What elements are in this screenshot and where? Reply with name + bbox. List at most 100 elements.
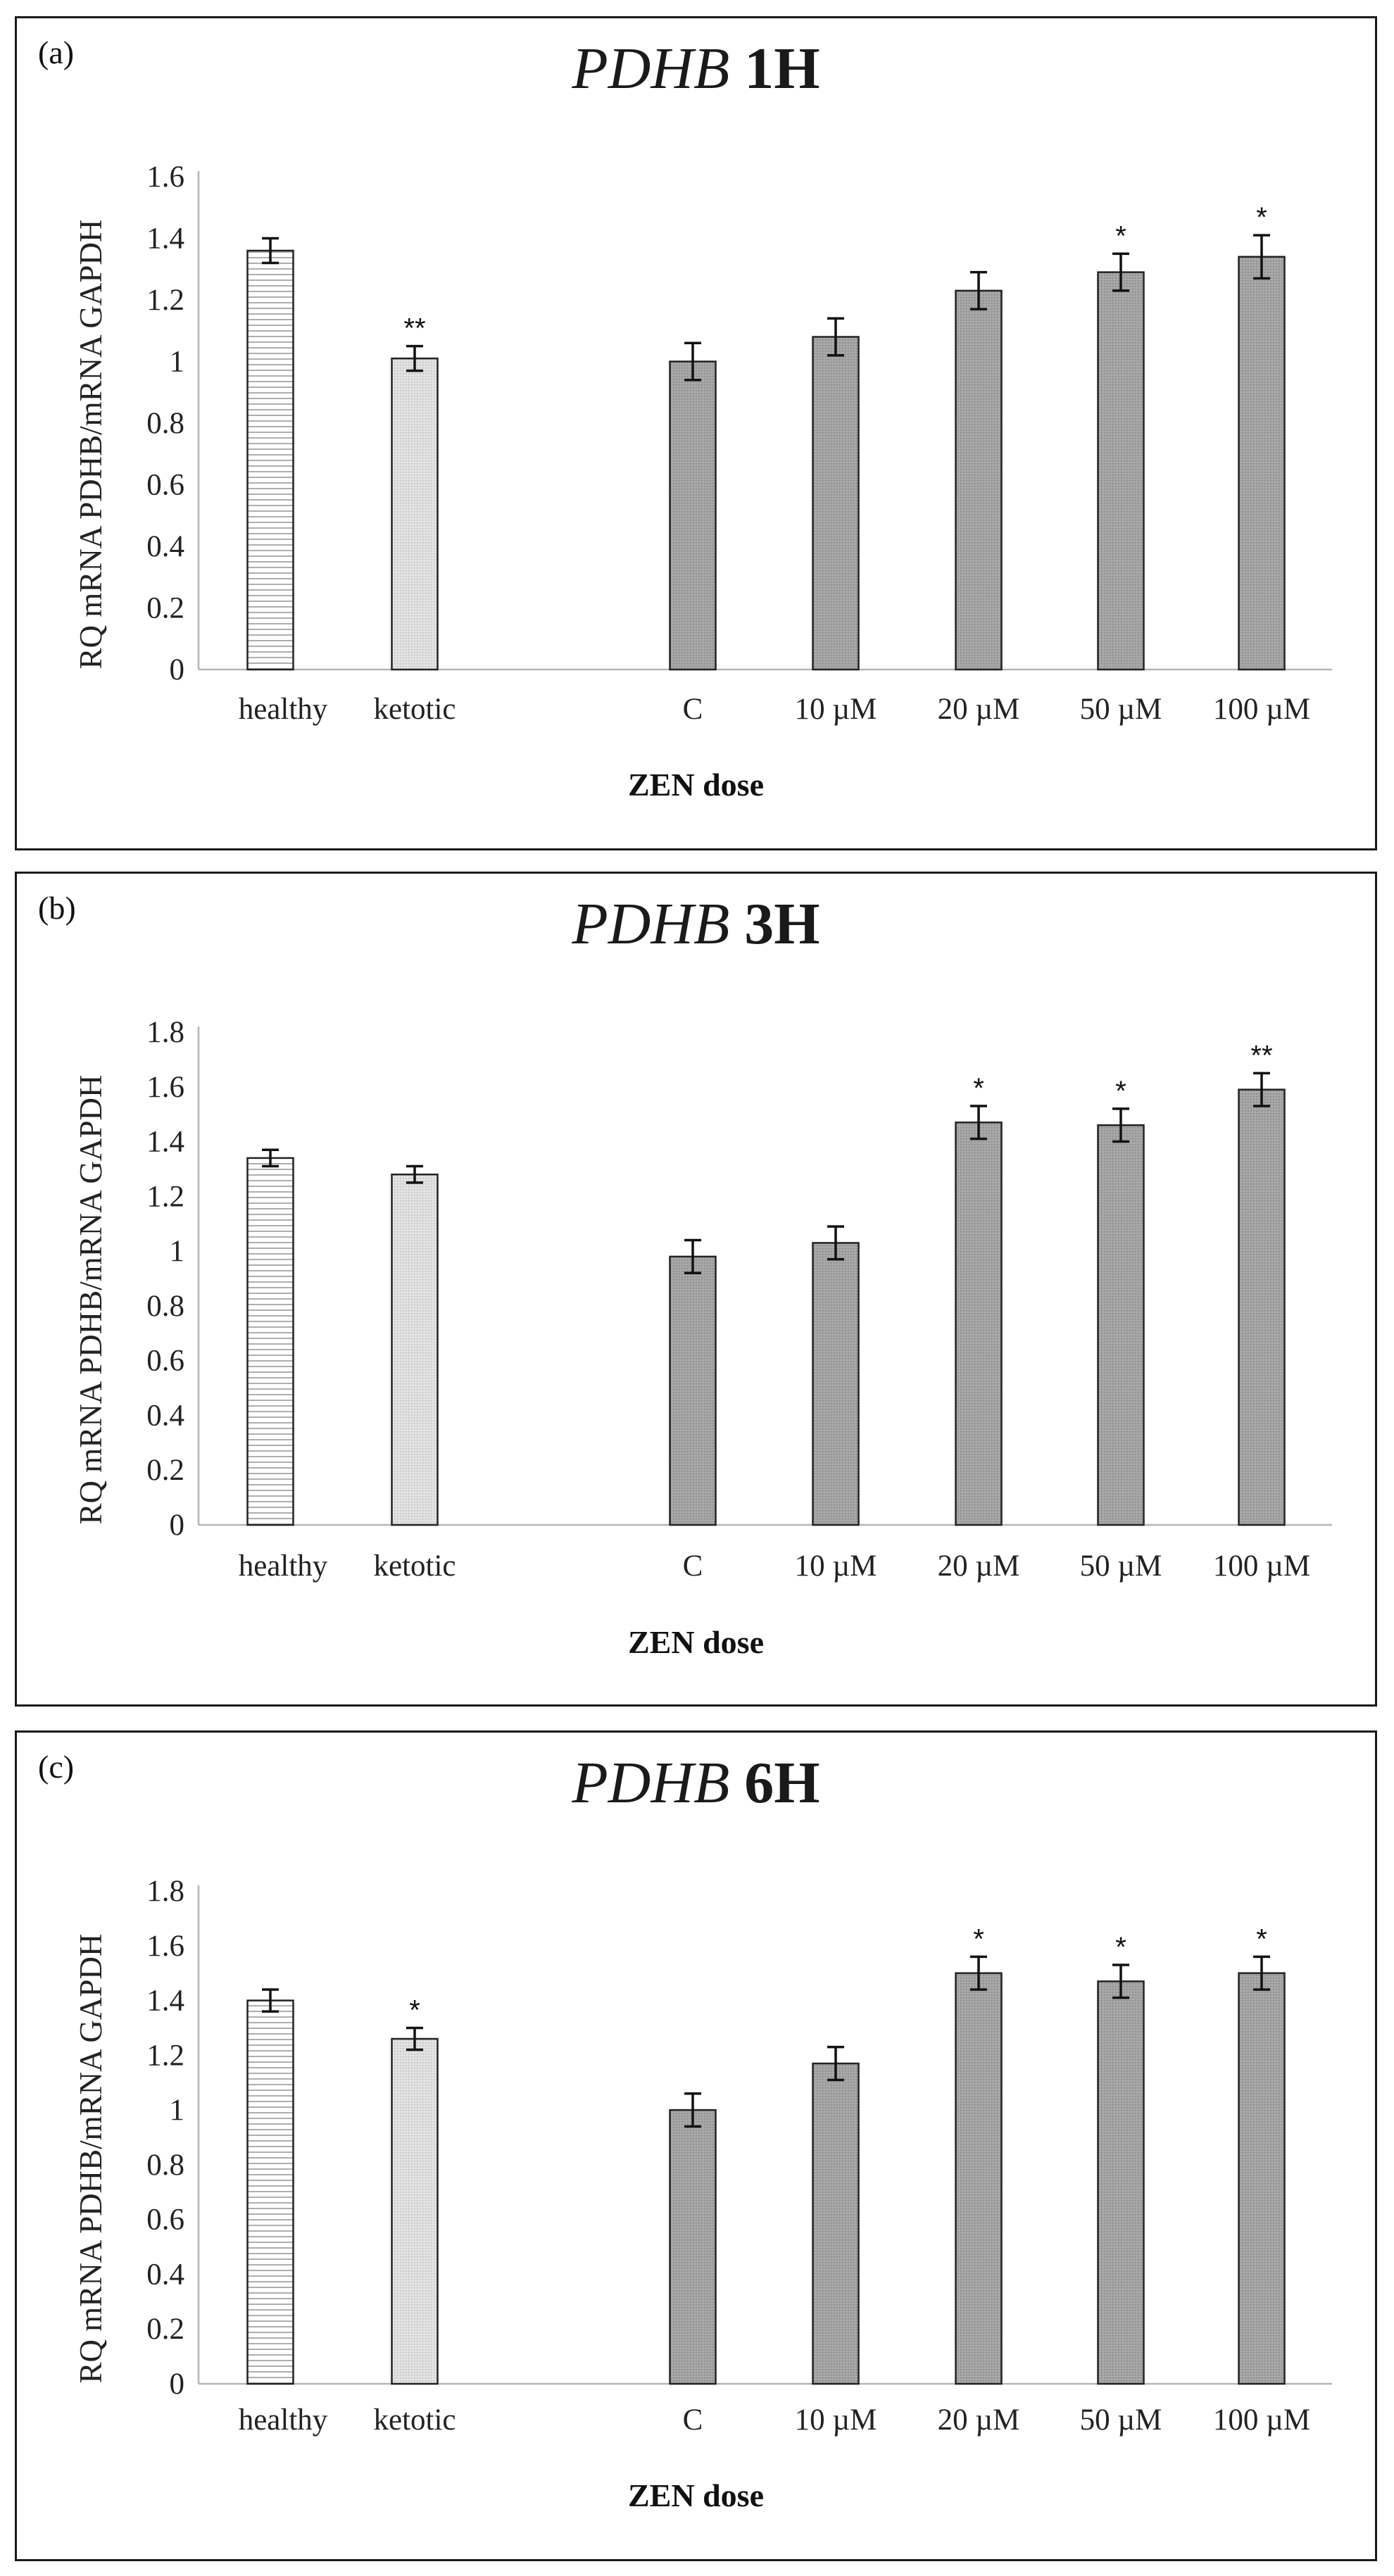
y-tick-label: 0.6 xyxy=(146,469,184,502)
error-bar-10-m xyxy=(827,317,844,357)
error-bar-50-m xyxy=(1112,252,1129,292)
y-tick-label: 0.2 xyxy=(146,2313,184,2346)
x-tick-label-100-m: 100 µM xyxy=(1213,2404,1310,2437)
x-tick-label-100-m: 100 µM xyxy=(1213,693,1310,726)
significance-marker-100-m: ** xyxy=(1250,1040,1272,1071)
y-tick-label: 1.2 xyxy=(146,1180,184,1213)
panel-letter: (c) xyxy=(38,1749,75,1785)
x-tick-label-ketotic: ketotic xyxy=(373,693,456,726)
bar-healthy xyxy=(246,249,294,671)
error-bar-20-m xyxy=(970,1955,987,1991)
y-tick-label: 0.2 xyxy=(146,1454,184,1487)
bar-10-m xyxy=(812,1242,860,1526)
error-bar-20-m xyxy=(970,270,987,310)
x-axis-label: ZEN dose xyxy=(628,1624,764,1660)
y-tick-label: 0.6 xyxy=(146,1345,184,1378)
x-tick-label-10-m: 10 µM xyxy=(795,1550,877,1583)
bar-ketotic xyxy=(391,1173,439,1526)
x-tick-label-20-m: 20 µM xyxy=(938,1550,1020,1583)
bar-100-m xyxy=(1238,256,1286,671)
y-tick-label: 0.8 xyxy=(146,2149,184,2182)
bar-50-m xyxy=(1097,271,1145,671)
significance-marker-ketotic: * xyxy=(409,1994,420,2025)
significance-marker-50-m: * xyxy=(1115,1932,1126,1963)
y-tick-label: 0.8 xyxy=(146,407,184,440)
error-bar-c xyxy=(684,2092,701,2128)
y-tick-label: 1.6 xyxy=(146,161,184,194)
x-tick-label-healthy: healthy xyxy=(239,2404,328,2437)
chart-title: PDHB 1H xyxy=(17,39,1375,99)
x-axis-label: ZEN dose xyxy=(628,767,764,803)
error-bar-c xyxy=(684,1238,701,1274)
chart-panel-a: (a) PDHB 1H RQ mRNA PDHB/mRNA GAPDH 0 0.2… xyxy=(15,16,1377,850)
error-bar-100-m xyxy=(1253,234,1270,280)
bar-c xyxy=(669,360,717,671)
x-axis-label: ZEN dose xyxy=(628,2477,764,2513)
x-tick-label-50-m: 50 µM xyxy=(1080,2404,1162,2437)
chart-panel-c: (c) PDHB 6H RQ mRNA PDHB/mRNA GAPDH 0 0.2… xyxy=(15,1730,1377,2561)
x-tick-label-c: C xyxy=(683,1550,703,1583)
bar-10-m xyxy=(812,336,860,671)
chart-panel-b: (b) PDHB 3H RQ mRNA PDHB/mRNA GAPDH 0 0.2… xyxy=(15,872,1377,1707)
panel-letter: (a) xyxy=(38,34,75,70)
y-tick-label: 1 xyxy=(170,346,185,379)
significance-marker-50-m: * xyxy=(1115,220,1126,251)
significance-marker-ketotic: ** xyxy=(403,313,425,344)
y-tick-label: 0.8 xyxy=(146,1290,184,1323)
x-tick-label-20-m: 20 µM xyxy=(938,693,1020,726)
bar-healthy xyxy=(246,1999,294,2385)
chart-title: PDHB 3H xyxy=(17,895,1375,954)
bar-20-m xyxy=(955,1121,1003,1526)
error-bar-ketotic xyxy=(406,344,423,372)
bar-c xyxy=(669,1255,717,1526)
y-tick-label: 0.4 xyxy=(146,1399,184,1432)
error-bar-c xyxy=(684,341,701,382)
chart-title-time: 1H xyxy=(744,36,820,101)
bar-50-m xyxy=(1097,1124,1145,1526)
error-bar-10-m xyxy=(827,2045,844,2082)
bar-healthy xyxy=(246,1157,294,1526)
y-tick-label: 1 xyxy=(170,2094,185,2127)
x-tick-label-20-m: 20 µM xyxy=(938,2404,1020,2437)
bar-20-m xyxy=(955,289,1003,671)
y-tick-label: 1.4 xyxy=(146,1985,184,2018)
y-tick-label: 0.4 xyxy=(146,2258,184,2291)
x-tick-label-healthy: healthy xyxy=(239,693,328,726)
error-bar-100-m xyxy=(1253,1072,1270,1107)
y-tick-label: 1.8 xyxy=(146,1875,184,1908)
y-tick-label: 0 xyxy=(170,1509,185,1542)
chart-plot: 0 0.2 0.4 0.6 0.8 1 1.2 1.4 1.6 1.8 healthy * ketoti… xyxy=(146,1875,1332,2437)
y-tick-label: 0 xyxy=(170,2368,185,2401)
bar-100-m xyxy=(1238,1972,1286,2385)
y-tick-label: 0.2 xyxy=(146,592,184,625)
x-tick-label-c: C xyxy=(683,693,703,726)
chart-title-gene: PDHB xyxy=(572,891,730,957)
significance-marker-20-m: * xyxy=(973,1073,984,1104)
x-tick-label-ketotic: ketotic xyxy=(373,1550,456,1583)
error-bar-ketotic xyxy=(406,2026,423,2052)
y-tick-label: 1.4 xyxy=(146,222,184,256)
x-tick-label-10-m: 10 µM xyxy=(795,2404,877,2437)
y-tick-label: 0 xyxy=(170,653,185,686)
bar-ketotic xyxy=(391,2037,439,2385)
chart-title: PDHB 6H xyxy=(17,1754,1375,1813)
bar-10-m xyxy=(812,2062,860,2385)
bar-50-m xyxy=(1097,1980,1145,2385)
x-tick-label-c: C xyxy=(683,2404,703,2437)
chart-title-gene: PDHB xyxy=(572,1750,730,1816)
error-bar-50-m xyxy=(1112,1964,1129,1999)
error-bar-ketotic xyxy=(406,1164,423,1184)
significance-marker-20-m: * xyxy=(973,1923,984,1954)
error-bar-healthy xyxy=(262,237,279,265)
bar-ketotic xyxy=(391,357,439,671)
significance-marker-100-m: * xyxy=(1256,1923,1267,1954)
x-tick-label-healthy: healthy xyxy=(239,1550,328,1583)
error-bar-100-m xyxy=(1253,1955,1270,1991)
bar-20-m xyxy=(955,1972,1003,2385)
panel-letter: (b) xyxy=(38,890,76,926)
chart-title-time: 6H xyxy=(744,1750,820,1816)
y-tick-label: 0.6 xyxy=(146,2204,184,2237)
x-tick-label-50-m: 50 µM xyxy=(1080,1550,1162,1583)
error-bar-healthy xyxy=(262,1148,279,1168)
